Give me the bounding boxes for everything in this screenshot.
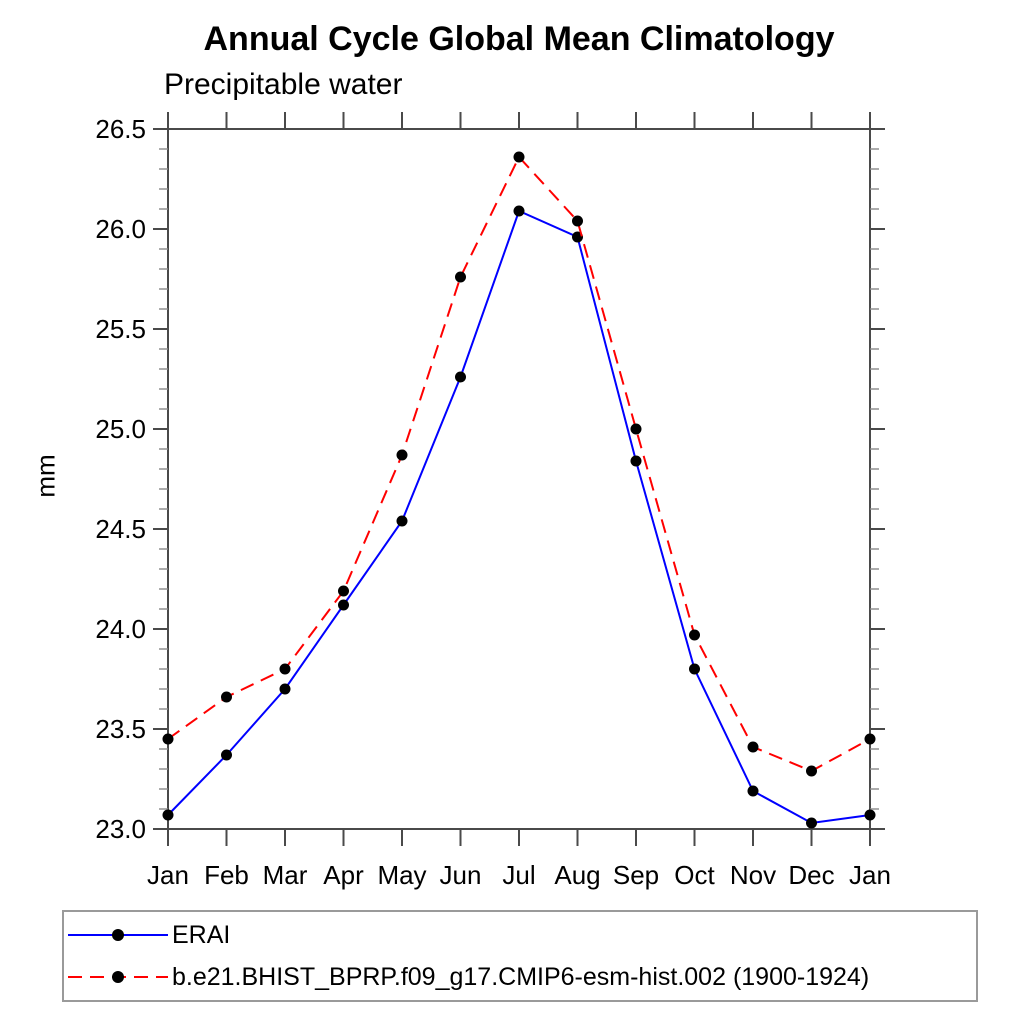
data-point-marker: [396, 515, 408, 527]
x-tick-label: Nov: [730, 860, 776, 890]
data-point-marker: [221, 691, 232, 703]
legend-sample-marker: [112, 971, 124, 983]
x-tick-label: Jul: [502, 860, 535, 890]
y-tick-label: 24.0: [95, 614, 146, 644]
data-point-marker: [630, 423, 642, 435]
series-line-0: [167, 209, 871, 825]
data-point-marker: [689, 629, 700, 641]
y-tick-label: 24.5: [95, 514, 146, 544]
data-point-marker: [162, 733, 174, 745]
data-point-marker: [338, 599, 349, 611]
x-tick-label: Mar: [263, 860, 308, 890]
data-point-marker: [279, 683, 291, 695]
data-point-marker: [630, 455, 642, 467]
legend: ERAI b.e21.BHIST_BPRP.f09_g17.CMIP6-esm-…: [62, 910, 978, 1002]
x-tick-label: Apr: [323, 860, 364, 890]
x-tick-label: Sep: [613, 860, 659, 890]
data-point-marker: [864, 809, 876, 821]
data-point-marker: [513, 151, 525, 163]
y-tick-label: 23.5: [95, 714, 146, 744]
data-point-marker: [279, 663, 291, 675]
x-tick-label: Jan: [147, 860, 189, 890]
x-tick-label: May: [377, 860, 426, 890]
chart-subtitle: Precipitable water: [164, 68, 403, 101]
data-point-marker: [572, 215, 583, 227]
data-point-marker: [396, 449, 408, 461]
y-tick-label: 25.0: [95, 414, 146, 444]
legend-item-model: b.e21.BHIST_BPRP.f09_g17.CMIP6-esm-hist.…: [66, 962, 976, 992]
x-tick-label: Oct: [674, 860, 715, 890]
data-point-marker: [864, 733, 876, 745]
chart-title: Annual Cycle Global Mean Climatology: [203, 20, 835, 58]
data-point-marker: [513, 205, 525, 217]
y-tick-label: 26.5: [95, 114, 146, 144]
x-tick-label: Jun: [440, 860, 482, 890]
legend-label-model: b.e21.BHIST_BPRP.f09_g17.CMIP6-esm-hist.…: [172, 962, 870, 991]
x-tick-label: Aug: [554, 860, 600, 890]
y-tick-label: 23.0: [95, 814, 146, 844]
legend-label-erai: ERAI: [172, 920, 231, 949]
data-point-marker: [455, 371, 466, 383]
data-point-marker: [747, 785, 759, 797]
data-point-marker: [806, 817, 817, 829]
data-point-marker: [455, 271, 466, 283]
legend-item-erai: ERAI: [66, 920, 976, 950]
legend-line-sample-dashed-icon: [68, 971, 168, 983]
data-point-marker: [221, 749, 232, 761]
x-tick-label: Jan: [849, 860, 891, 890]
data-point-marker: [747, 741, 759, 753]
data-point-marker: [806, 765, 817, 777]
x-tick-label: Feb: [204, 860, 249, 890]
axis-frame: [167, 128, 871, 830]
data-point-marker: [689, 663, 700, 675]
legend-sample-marker: [112, 929, 124, 941]
y-tick-label: 25.5: [95, 314, 146, 344]
data-point-marker: [162, 809, 174, 821]
series-line-1: [167, 155, 871, 773]
data-point-marker: [338, 585, 349, 597]
y-tick-label: 26.0: [95, 214, 146, 244]
x-tick-label: Dec: [788, 860, 834, 890]
legend-line-sample-solid-icon: [68, 929, 168, 941]
